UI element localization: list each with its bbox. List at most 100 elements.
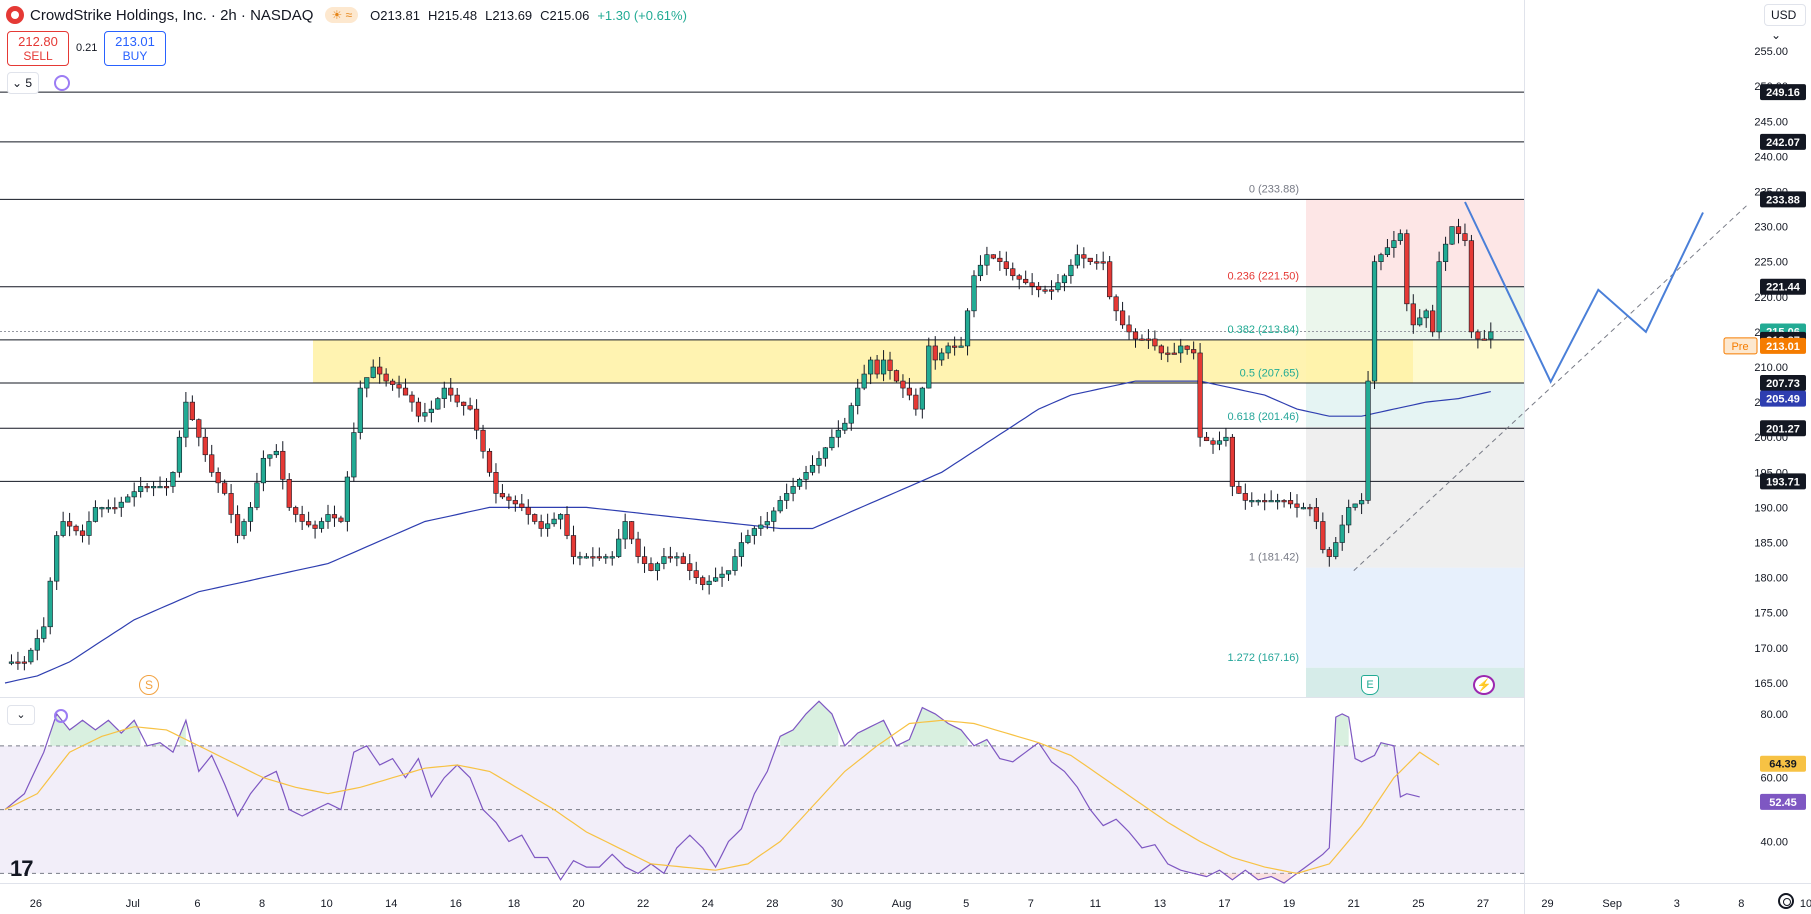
candle-body (1119, 310, 1126, 326)
candle-body (816, 457, 822, 466)
candle-body (1475, 331, 1481, 340)
candle-body (751, 528, 757, 536)
change-value: +1.30 (+0.61%) (597, 7, 687, 23)
candle-body (441, 387, 447, 399)
candle-body (868, 359, 874, 375)
candle-body (1126, 324, 1132, 333)
candle-body (409, 394, 415, 403)
candle-body (351, 432, 357, 478)
time-tick-label: 13 (1154, 898, 1166, 910)
buy-button[interactable]: 213.01 BUY (104, 31, 166, 66)
candle-body (118, 501, 124, 508)
price-tick-label: 240.00 (1754, 151, 1788, 163)
settings-gear-icon[interactable] (1778, 893, 1794, 909)
candle-body (680, 556, 686, 564)
candle-body (1397, 233, 1403, 241)
candle-body (79, 530, 86, 536)
candle-body (357, 387, 363, 433)
candle-body (1178, 345, 1184, 354)
candle-body (958, 345, 964, 348)
candle-body (667, 556, 673, 559)
time-tick-label: 18 (508, 898, 520, 910)
candle-body (1449, 226, 1455, 245)
price-tick-label: 170.00 (1754, 643, 1788, 655)
candle-body (1068, 264, 1074, 277)
indicator-collapse-button[interactable]: ⌄ 5 (7, 72, 39, 94)
price-tick-label: 165.00 (1754, 678, 1788, 690)
time-tick-label: 5 (963, 898, 969, 910)
rsi-value-text: 52.45 (1769, 797, 1797, 809)
price-label-text: 233.88 (1766, 194, 1800, 206)
rsi-tick-label: 80.00 (1760, 709, 1788, 721)
market-status-icon[interactable]: ☀ ≈ (325, 7, 359, 23)
candle-body (932, 345, 938, 361)
candle-body (34, 638, 40, 651)
rsi-refresh-icon[interactable] (54, 709, 68, 723)
crowdstrike-logo-icon (6, 6, 24, 24)
price-label-text: 221.44 (1766, 282, 1801, 294)
indicator-refresh-icon[interactable] (54, 75, 70, 91)
candle-body (551, 518, 557, 525)
candle-body (493, 472, 499, 494)
symbol-title[interactable]: CrowdStrike Holdings, Inc. · 2h · NASDAQ (30, 6, 314, 24)
price-tick-label: 180.00 (1754, 573, 1788, 585)
candle-body (1048, 289, 1055, 292)
candle-body (473, 408, 480, 431)
candle-body (389, 380, 396, 385)
time-tick-label: 20 (572, 898, 584, 910)
candle-body (603, 556, 609, 559)
sell-button[interactable]: 212.80 SELL (7, 31, 69, 66)
earnings-event-icon[interactable]: E (1361, 675, 1379, 695)
candle-body (545, 523, 551, 529)
time-tick-label: 16 (450, 898, 462, 910)
sell-label: SELL (23, 49, 53, 63)
time-tick-label: 14 (385, 898, 397, 910)
candle-body (725, 570, 732, 575)
candle-body (331, 514, 338, 519)
candle-body (1262, 500, 1268, 503)
candle-body (997, 257, 1003, 262)
candle-body (1436, 261, 1442, 333)
time-tick-label: 7 (1028, 898, 1034, 910)
tradingview-logo-icon[interactable]: 17 (10, 856, 34, 881)
price-label-box (1760, 390, 1806, 407)
time-tick-label: 29 (1541, 898, 1553, 910)
candle-body (590, 556, 596, 559)
candle-body (622, 521, 628, 540)
rsi-overbought-fill (780, 701, 839, 746)
rsi-value-box (1760, 755, 1806, 772)
moving-average-line (4, 380, 1491, 684)
candle-body (370, 366, 376, 378)
price-label-box (1760, 191, 1806, 208)
rsi-overbought-fill (1335, 713, 1349, 746)
candle-body (105, 507, 111, 510)
rsi-overbought-fill (179, 720, 186, 746)
candle-body (344, 476, 350, 522)
candle-body (1113, 296, 1119, 312)
candle-body (1210, 440, 1216, 445)
candle-body (21, 661, 27, 664)
candle-body (1165, 352, 1171, 355)
currency-button[interactable]: USD ⌄ (1764, 4, 1806, 42)
candle-body (112, 507, 118, 510)
price-label-text: 193.71 (1766, 476, 1800, 488)
candle-body (415, 401, 422, 417)
fib-label: 0 (233.88) (1249, 183, 1299, 195)
rsi-collapse-button[interactable]: ⌄ (7, 705, 35, 725)
buy-price: 213.01 (115, 34, 155, 49)
candle-body (273, 450, 279, 456)
dividend-event-icon[interactable]: S (139, 675, 159, 695)
candle-body (706, 580, 712, 585)
candle-body (1074, 254, 1080, 266)
candle-body (1216, 440, 1223, 445)
candle-body (499, 493, 506, 498)
time-tick-label: 3 (1674, 898, 1680, 910)
candle-body (99, 507, 105, 510)
candle-body (1010, 268, 1016, 277)
ai-analysis-icon[interactable]: ⚡ (1473, 675, 1495, 695)
candle-body (402, 387, 409, 396)
candle-body (913, 394, 919, 410)
candle-body (435, 398, 441, 410)
candle-body (480, 429, 486, 452)
